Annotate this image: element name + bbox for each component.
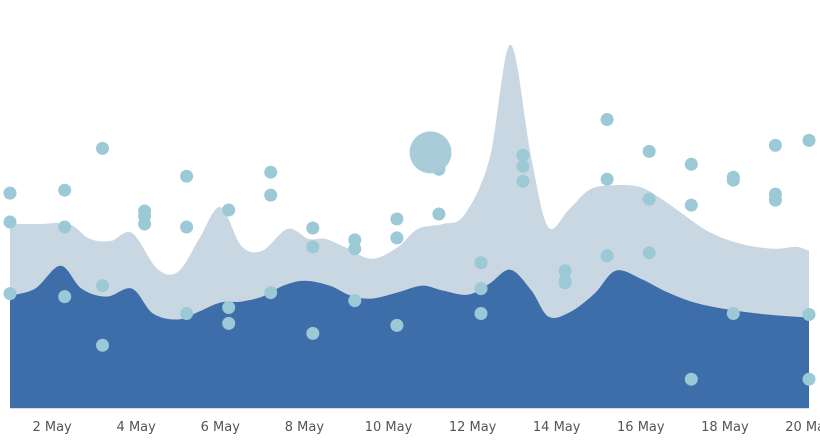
x-tick-label-7: 16 May: [617, 420, 665, 435]
data-point-19: [264, 188, 278, 202]
data-point-33: [474, 282, 488, 296]
data-point-5: [58, 290, 72, 304]
x-tick-label-8: 18 May: [701, 420, 749, 435]
data-point-20: [264, 286, 278, 300]
data-point-52: [726, 307, 740, 320]
data-point-1: [3, 215, 17, 229]
data-point-14: [180, 307, 194, 320]
x-tick-label-1: 4 May: [117, 420, 157, 435]
data-point-21: [306, 221, 320, 235]
data-point-7: [96, 279, 109, 293]
x-tick-label-0: 2 May: [32, 420, 72, 435]
data-point-40: [558, 276, 572, 290]
data-point-51: [726, 173, 740, 187]
data-point-38: [558, 264, 572, 278]
data-point-26: [348, 294, 362, 308]
highlight-point-0: [409, 131, 452, 174]
data-point-48: [684, 198, 698, 212]
data-point-8: [96, 338, 109, 352]
x-tick-label-4: 10 May: [365, 420, 413, 435]
x-tick-label-6: 14 May: [533, 420, 581, 435]
x-tick-label-3: 8 May: [285, 420, 325, 435]
data-point-42: [600, 172, 614, 186]
data-point-34: [474, 307, 488, 320]
data-point-16: [222, 301, 236, 314]
data-point-58: [802, 372, 816, 386]
data-point-44: [642, 144, 656, 158]
data-point-27: [390, 212, 404, 226]
data-point-24: [348, 233, 362, 247]
data-point-49: [684, 372, 698, 386]
data-point-56: [802, 133, 816, 147]
area-foreground: [10, 265, 809, 408]
data-point-45: [642, 192, 656, 206]
data-point-23: [306, 326, 320, 340]
data-point-25: [348, 242, 362, 256]
data-point-31: [432, 207, 446, 221]
data-point-18: [264, 165, 278, 179]
data-point-11: [138, 217, 152, 231]
data-point-47: [684, 157, 698, 171]
data-point-22: [306, 240, 320, 254]
data-point-57: [802, 308, 816, 321]
data-point-53: [768, 138, 782, 152]
data-point-4: [58, 220, 72, 234]
data-point-3: [58, 183, 72, 197]
x-tick-label-9: 20 May: [785, 420, 820, 435]
data-point-28: [390, 231, 404, 245]
data-point-13: [180, 220, 194, 234]
data-point-32: [474, 256, 488, 270]
series-areas: [10, 44, 809, 409]
x-axis: 2 May 4 May 6 May 8 May 10 May 12 May 14 May 16…: [10, 408, 820, 435]
data-point-6: [96, 141, 109, 155]
data-point-46: [642, 246, 656, 260]
data-points: [3, 113, 816, 386]
data-point-36: [516, 159, 530, 173]
data-point-29: [390, 318, 404, 332]
data-point-12: [180, 169, 194, 183]
data-point-2: [3, 287, 17, 301]
data-point-15: [222, 203, 236, 217]
data-point-35: [516, 148, 530, 162]
data-point-43: [600, 249, 614, 263]
data-point-17: [222, 316, 236, 330]
x-tick-label-5: 12 May: [449, 420, 497, 435]
data-point-37: [516, 174, 530, 188]
data-point-41: [600, 113, 614, 126]
x-tick-label-2: 6 May: [201, 420, 241, 435]
data-point-55: [768, 193, 782, 207]
data-point-0: [3, 186, 17, 200]
